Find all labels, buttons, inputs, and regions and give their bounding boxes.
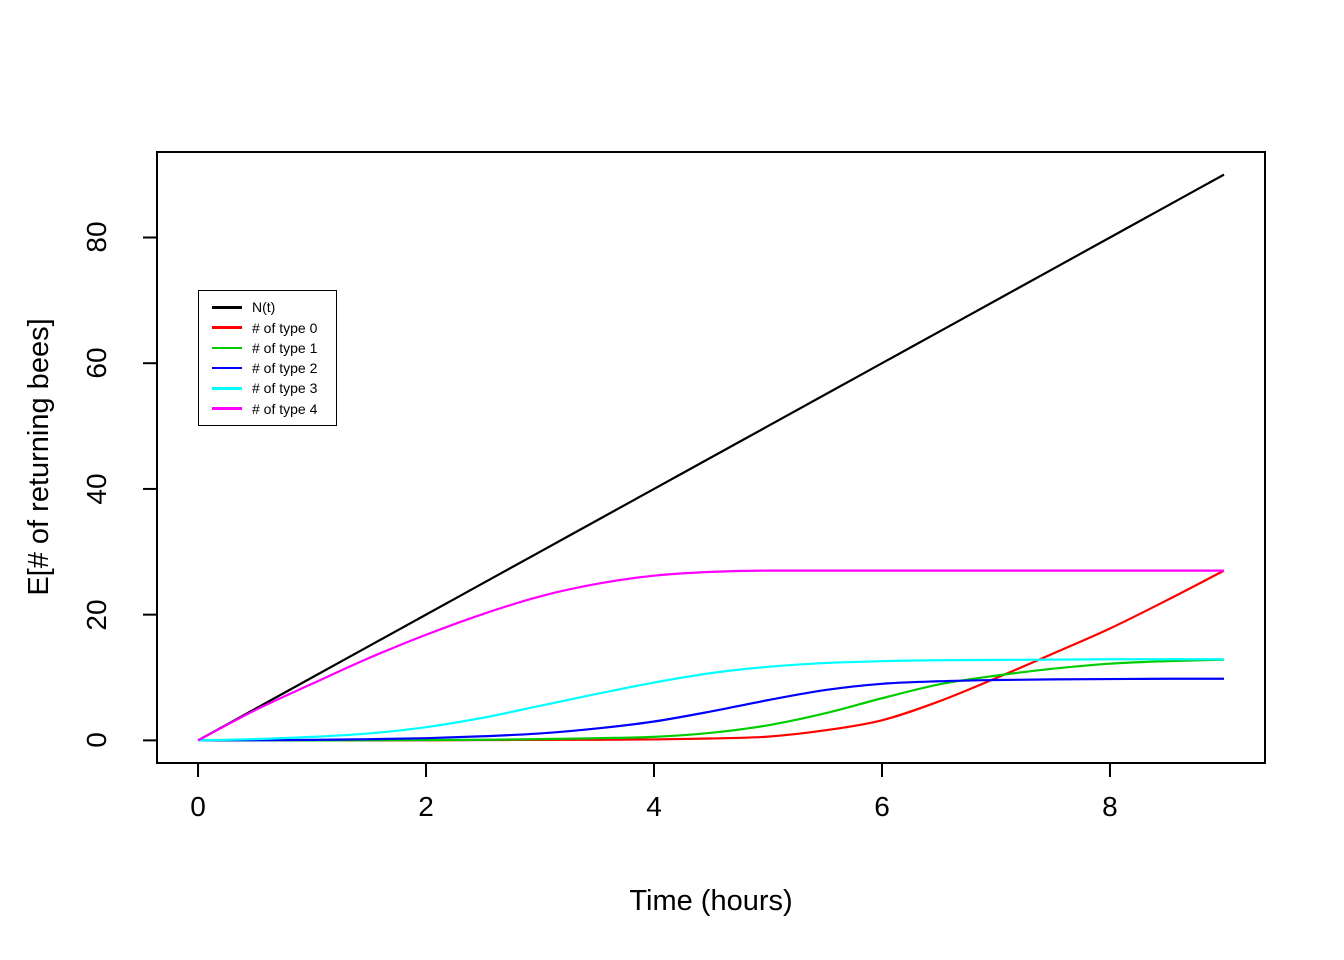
- legend-item-nt: N(t): [199, 300, 336, 314]
- legend-label-type-1: # of type 1: [252, 339, 318, 356]
- legend-line-type-3-icon: [212, 387, 242, 390]
- x-tick-label-0: 0: [190, 791, 206, 822]
- y-tick-label-40: 40: [81, 473, 112, 505]
- curve-of-type-4: [197, 569, 1224, 742]
- legend-label-type-4: # of type 4: [252, 400, 318, 417]
- curve-of-type-2: [198, 677, 1224, 742]
- y-axis-title: E[# of returning bees]: [23, 318, 55, 596]
- legend-item-type-2: # of type 2: [199, 361, 336, 375]
- legend: N(t) # of type 0 # of type 1 # of type 2…: [198, 290, 337, 426]
- legend-item-type-4: # of type 4: [199, 402, 336, 416]
- plot-frame: [156, 151, 1266, 764]
- x-tick-label-4: 4: [646, 791, 662, 822]
- y-tick-label-20: 20: [81, 599, 112, 631]
- x-tick-label-6: 6: [874, 791, 890, 822]
- y-tick-label-0: 0: [81, 732, 112, 749]
- legend-label-nt: N(t): [252, 299, 276, 316]
- curve-of-type-3: [198, 658, 1224, 742]
- legend-line-type-4-icon: [212, 407, 242, 410]
- legend-line-type-0-icon: [212, 326, 242, 329]
- curve-of-type-1: [198, 658, 1224, 742]
- legend-line-type-1-icon: [212, 346, 242, 350]
- legend-item-type-3: # of type 3: [199, 381, 336, 395]
- legend-label-type-0: # of type 0: [252, 319, 318, 336]
- legend-line-type-2-icon: [212, 366, 242, 370]
- x-tick-label-2: 2: [418, 791, 434, 822]
- x-axis-title: Time (hours): [629, 885, 793, 917]
- legend-item-type-1: # of type 1: [199, 341, 336, 355]
- y-tick-label-80: 80: [81, 221, 112, 254]
- y-tick-label-60: 60: [81, 347, 112, 379]
- legend-label-type-2: # of type 2: [252, 360, 318, 377]
- legend-label-type-3: # of type 3: [252, 380, 318, 397]
- curve-n-t: [197, 173, 1225, 742]
- legend-item-type-0: # of type 0: [199, 321, 336, 335]
- legend-line-nt-icon: [212, 306, 242, 309]
- x-tick-label-8: 8: [1102, 791, 1118, 822]
